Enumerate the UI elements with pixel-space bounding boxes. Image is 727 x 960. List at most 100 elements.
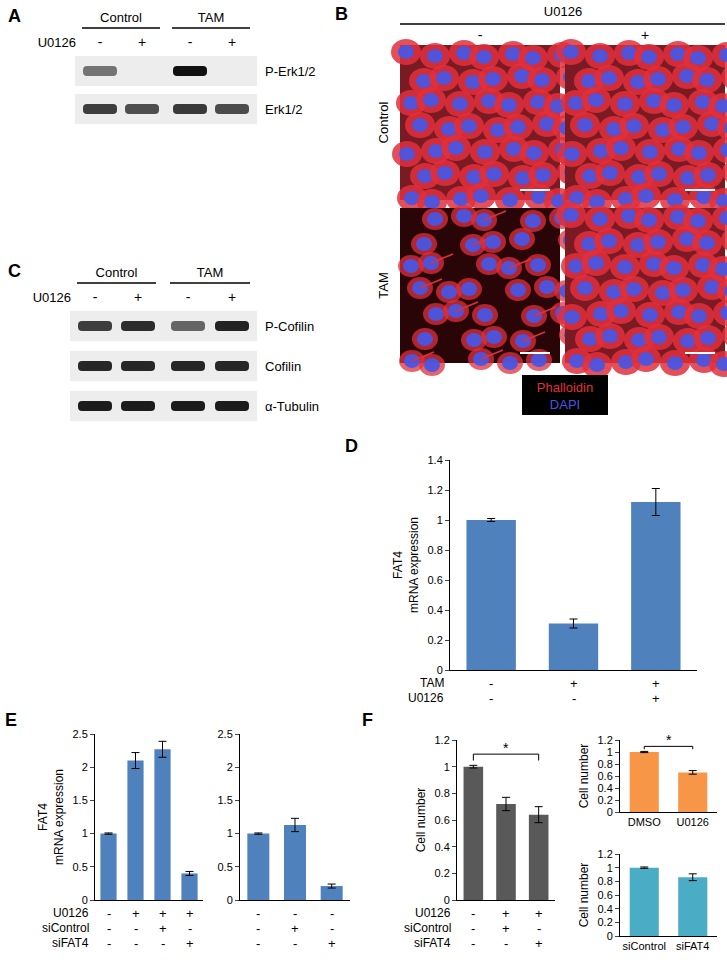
svg-text:+: +	[641, 27, 649, 43]
svg-text:DAPI: DAPI	[550, 397, 580, 412]
svg-text:1.2: 1.2	[598, 734, 613, 746]
svg-text:+: +	[138, 34, 146, 50]
svg-text:1.4: 1.4	[428, 454, 443, 466]
svg-text:Cell number: Cell number	[577, 863, 591, 928]
svg-text:1.5: 1.5	[218, 794, 233, 806]
svg-text:1.2: 1.2	[435, 734, 450, 746]
svg-text:1: 1	[227, 827, 233, 839]
svg-text:0.6: 0.6	[435, 814, 450, 826]
svg-text:U0126: U0126	[33, 290, 71, 305]
svg-text:0.8: 0.8	[598, 758, 613, 770]
svg-text:Erk1/2: Erk1/2	[265, 102, 303, 117]
svg-text:C: C	[8, 261, 21, 281]
svg-text:siFAT4: siFAT4	[676, 940, 709, 952]
svg-text:*: *	[503, 740, 509, 756]
svg-text:-: -	[504, 936, 508, 951]
svg-text:Phalloidin: Phalloidin	[537, 380, 593, 395]
svg-text:-: -	[537, 921, 541, 936]
svg-text:0: 0	[607, 806, 613, 818]
svg-text:-: -	[293, 936, 297, 951]
svg-text:0.8: 0.8	[598, 875, 613, 887]
svg-text:+: +	[652, 676, 660, 691]
svg-text:-: -	[134, 936, 138, 951]
svg-text:0.5: 0.5	[218, 861, 233, 873]
svg-text:FAT4mRNA expression: FAT4mRNA expression	[391, 517, 421, 613]
svg-text:1.2: 1.2	[598, 848, 613, 860]
svg-text:0.4: 0.4	[428, 604, 443, 616]
svg-text:1: 1	[444, 761, 450, 773]
svg-text:2: 2	[82, 761, 88, 773]
svg-text:-: -	[107, 921, 111, 936]
svg-text:-: -	[256, 906, 260, 921]
svg-text:0.4: 0.4	[598, 903, 613, 915]
svg-text:+: +	[570, 676, 578, 691]
svg-text:-: -	[471, 936, 475, 951]
svg-text:0: 0	[227, 894, 233, 906]
svg-text:A: A	[8, 6, 21, 26]
svg-text:0: 0	[444, 894, 450, 906]
svg-text:*: *	[666, 732, 672, 748]
svg-text:α-Tubulin: α-Tubulin	[265, 399, 319, 414]
svg-text:-: -	[572, 691, 576, 706]
svg-text:Cofilin: Cofilin	[265, 359, 301, 374]
svg-text:2.5: 2.5	[218, 728, 233, 740]
svg-text:Control: Control	[376, 101, 391, 143]
svg-text:1: 1	[607, 862, 613, 874]
svg-text:-: -	[134, 921, 138, 936]
svg-text:-: -	[293, 906, 297, 921]
svg-text:+: +	[186, 936, 194, 951]
svg-text:+: +	[134, 289, 142, 305]
svg-text:TAM: TAM	[420, 676, 444, 690]
svg-text:Cell number: Cell number	[414, 788, 428, 853]
svg-text:U0126: U0126	[544, 4, 582, 19]
svg-text:+: +	[328, 936, 336, 951]
svg-text:P-Erk1/2: P-Erk1/2	[265, 64, 316, 79]
svg-text:Control: Control	[100, 10, 142, 25]
svg-text:Control: Control	[96, 265, 138, 280]
svg-text:0.5: 0.5	[73, 861, 88, 873]
svg-text:-: -	[188, 921, 192, 936]
svg-text:-: -	[471, 906, 475, 921]
svg-text:-: -	[489, 691, 493, 706]
svg-text:+: +	[652, 691, 660, 706]
svg-text:-: -	[489, 676, 493, 691]
svg-text:0.2: 0.2	[598, 916, 613, 928]
svg-text:siControl: siControl	[404, 921, 451, 935]
svg-text:-: -	[98, 34, 103, 50]
svg-text:0: 0	[82, 894, 88, 906]
svg-text:DMSO: DMSO	[628, 816, 661, 828]
svg-text:-: -	[107, 906, 111, 921]
svg-text:B: B	[335, 4, 348, 24]
svg-text:0.8: 0.8	[428, 544, 443, 556]
svg-text:0.4: 0.4	[598, 782, 613, 794]
svg-text:U0126: U0126	[408, 691, 444, 705]
svg-text:-: -	[471, 921, 475, 936]
svg-text:0.2: 0.2	[598, 794, 613, 806]
svg-text:1: 1	[607, 746, 613, 758]
svg-text:0.8: 0.8	[435, 787, 450, 799]
svg-text:-: -	[93, 289, 98, 305]
svg-text:0.2: 0.2	[428, 634, 443, 646]
svg-text:U0126: U0126	[415, 906, 451, 920]
svg-text:0.6: 0.6	[598, 889, 613, 901]
svg-text:F: F	[362, 710, 373, 730]
svg-text:1: 1	[437, 514, 443, 526]
svg-text:+: +	[159, 906, 167, 921]
svg-text:-: -	[186, 289, 191, 305]
svg-text:-: -	[188, 34, 193, 50]
svg-text:0: 0	[437, 664, 443, 676]
svg-text:+: +	[535, 936, 543, 951]
svg-text:0.4: 0.4	[435, 841, 450, 853]
svg-text:-: -	[330, 921, 334, 936]
svg-text:-: -	[330, 906, 334, 921]
svg-text:TAM: TAM	[197, 265, 223, 280]
svg-text:TAM: TAM	[376, 272, 391, 298]
svg-text:E: E	[5, 710, 17, 730]
svg-text:U0126: U0126	[677, 816, 709, 828]
svg-text:-: -	[256, 921, 260, 936]
svg-text:2.5: 2.5	[73, 728, 88, 740]
svg-text:1: 1	[82, 827, 88, 839]
svg-text:0.2: 0.2	[435, 867, 450, 879]
svg-text:+: +	[132, 906, 140, 921]
svg-text:+: +	[228, 289, 236, 305]
